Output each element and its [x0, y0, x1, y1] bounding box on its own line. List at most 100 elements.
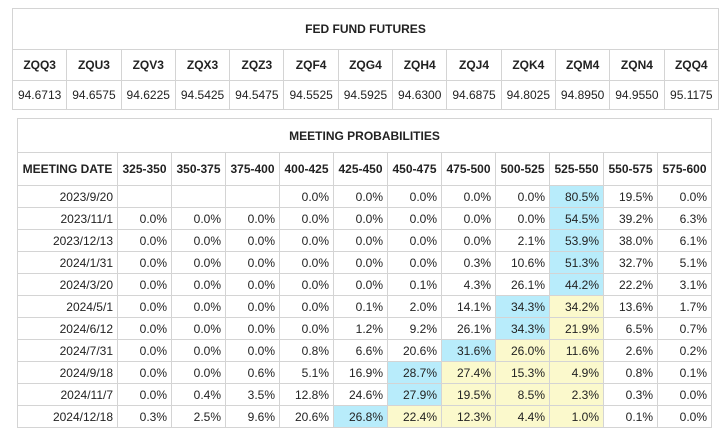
probability-cell: 0.0% [171, 251, 226, 274]
probability-cell: 0.0% [171, 229, 226, 252]
probability-cell: 32.7% [603, 251, 658, 274]
row: 2024/1/31 0.0% 0.0% 0.0% 0.0% 0.0% 0.0% 0.3% 10.… [17, 251, 712, 274]
futures-table: FED FUND FUTURES ZQQ3 ZQU3 ZQV3 ZQX3 ZQZ3 ZQF… [11, 8, 719, 110]
meeting-date: 2024/12/18 [17, 405, 118, 428]
probability-cell: 0.0% [117, 361, 172, 384]
probability-cell: 0.1% [333, 295, 388, 318]
column-header: 550-575 [603, 152, 658, 186]
probability-cell: 0.0% [657, 383, 712, 406]
column-header: ZQM4 [554, 49, 611, 81]
probability-cell: 0.8% [279, 339, 334, 362]
probability-cell: 0.0% [333, 251, 388, 274]
probability-cell: 0.0% [441, 229, 496, 252]
probability-cell: 12.3% [441, 405, 496, 428]
price-cell: 94.6225 [120, 80, 176, 110]
probability-cell: 0.0% [333, 273, 388, 296]
row: 2024/7/31 0.0% 0.0% 0.0% 0.8% 6.6% 20.6% 31.6% 2… [17, 339, 712, 362]
probability-cell: 0.0% [171, 361, 226, 384]
probability-cell: 0.0% [225, 273, 280, 296]
probability-cell: 27.4% [441, 361, 496, 384]
probability-cell: 54.5% [549, 207, 604, 230]
probability-cell: 0.0% [117, 295, 172, 318]
probability-cell: 14.1% [441, 295, 496, 318]
probability-cell: 0.1% [657, 361, 712, 384]
probability-cell: 5.1% [657, 251, 712, 274]
probability-cell: 0.0% [441, 185, 496, 208]
column-header: 575-600 [657, 152, 712, 186]
row: 2024/12/18 0.3% 2.5% 9.6% 20.6% 26.8% 22.4% 12.… [17, 405, 712, 428]
probability-cell: 0.0% [117, 251, 172, 274]
probability-cell: 27.9% [387, 383, 442, 406]
probability-cell: 28.7% [387, 361, 442, 384]
probability-cell: 2.5% [171, 405, 226, 428]
row: 2024/6/12 0.0% 0.0% 0.0% 0.0% 1.2% 9.2% 26.1% 34… [17, 317, 712, 340]
probability-cell: 19.5% [441, 383, 496, 406]
probability-cell: 0.3% [603, 383, 658, 406]
probability-cell: 0.0% [279, 273, 334, 296]
column-header: ZQZ3 [229, 49, 285, 81]
price-cell: 94.8025 [500, 80, 556, 110]
column-header: 400-425 [279, 152, 334, 186]
meeting-date: 2024/3/20 [17, 273, 118, 296]
price-cell: 94.6713 [11, 80, 68, 110]
meeting-date: 2024/9/18 [17, 361, 118, 384]
probability-cell: 1.2% [333, 317, 388, 340]
probability-cell: 26.1% [441, 317, 496, 340]
probability-cell: 0.0% [441, 207, 496, 230]
probability-cell: 0.0% [171, 295, 226, 318]
meeting-date: 2024/5/1 [17, 295, 118, 318]
probability-cell: 0.0% [387, 185, 442, 208]
probability-cell: 9.2% [387, 317, 442, 340]
probability-cell: 0.0% [171, 317, 226, 340]
probability-cell: 20.6% [279, 405, 334, 428]
probability-cell: 34.2% [549, 295, 604, 318]
meeting-date: 2023/12/13 [17, 229, 118, 252]
price-cell: 94.5525 [283, 80, 339, 110]
price-cell: 94.5425 [174, 80, 231, 110]
column-header: ZQF4 [283, 49, 339, 81]
probability-cell: 0.0% [333, 185, 388, 208]
probability-cell: 0.3% [441, 251, 496, 274]
probability-cell: 6.1% [657, 229, 712, 252]
probability-cell: 10.6% [495, 251, 550, 274]
column-header: 500-525 [495, 152, 550, 186]
probability-cell: 0.0% [225, 251, 280, 274]
row: 2024/11/7 0.0% 0.4% 3.5% 12.8% 24.6% 27.9% 19.5… [17, 383, 712, 406]
probability-cell: 2.0% [387, 295, 442, 318]
probability-cell: 0.0% [333, 229, 388, 252]
probability-cell: 15.3% [495, 361, 550, 384]
probability-cell: 4.4% [495, 405, 550, 428]
probability-cell: 80.5% [549, 185, 604, 208]
probability-cell: 8.5% [495, 383, 550, 406]
probability-cell: 0.0% [117, 229, 172, 252]
meeting-date: 2024/6/12 [17, 317, 118, 340]
column-header: 525-550 [549, 152, 604, 186]
probability-cell: 3.5% [225, 383, 280, 406]
row: 2024/9/18 0.0% 0.0% 0.6% 5.1% 16.9% 28.7% 27.4%… [17, 361, 712, 384]
probability-cell: 22.4% [387, 405, 442, 428]
probability-cell: 0.1% [603, 405, 658, 428]
probability-cell: 0.0% [117, 273, 172, 296]
probability-cell: 51.3% [549, 251, 604, 274]
probability-cell: 0.0% [225, 317, 280, 340]
probability-cell: 11.6% [549, 339, 604, 362]
probability-cell [225, 185, 280, 208]
probability-cell: 0.6% [225, 361, 280, 384]
probability-cell: 26.0% [495, 339, 550, 362]
column-header: ZQK4 [500, 49, 556, 81]
column-header: ZQQ3 [11, 49, 68, 81]
probability-cell: 0.0% [279, 317, 334, 340]
probability-cell: 0.0% [387, 229, 442, 252]
price-cell: 94.6875 [446, 80, 502, 110]
probability-cell: 0.0% [225, 229, 280, 252]
probability-cell: 0.0% [279, 229, 334, 252]
probability-cell: 6.3% [657, 207, 712, 230]
probability-cell: 16.9% [333, 361, 388, 384]
probability-cell: 0.0% [225, 207, 280, 230]
probability-cell: 4.3% [441, 273, 496, 296]
probability-cell: 20.6% [387, 339, 442, 362]
probability-cell: 31.6% [441, 339, 496, 362]
probability-cell: 0.0% [225, 339, 280, 362]
probability-cell: 0.0% [387, 251, 442, 274]
